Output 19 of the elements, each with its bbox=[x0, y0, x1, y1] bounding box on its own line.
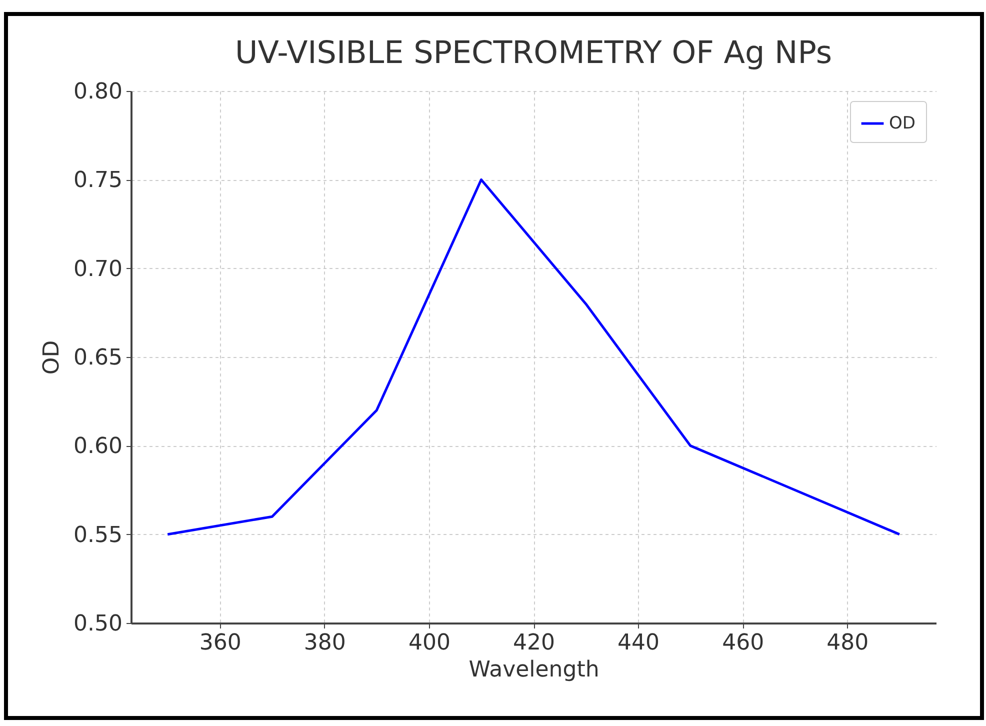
legend-label: OD bbox=[889, 114, 916, 134]
y-tick-label: 0.60 bbox=[74, 434, 122, 460]
x-tick-label: 400 bbox=[408, 630, 450, 656]
y-tick-label: 0.75 bbox=[74, 168, 122, 194]
x-tick-label: 420 bbox=[513, 630, 555, 656]
x-tick-label: 480 bbox=[826, 630, 869, 656]
chart-title: UV-VISIBLE SPECTROMETRY OF Ag NPs bbox=[234, 35, 832, 71]
y-tick-label: 0.70 bbox=[74, 256, 122, 282]
y-tick-label: 0.65 bbox=[74, 346, 122, 370]
x-tick-label: 380 bbox=[304, 630, 346, 656]
x-tick-label: 460 bbox=[722, 630, 764, 656]
x-tick-label: 360 bbox=[199, 630, 242, 656]
y-tick-label: 0.50 bbox=[74, 612, 122, 636]
x-tick-label: 440 bbox=[618, 630, 660, 656]
line-series bbox=[166, 178, 901, 536]
y-tick-label: 0.80 bbox=[74, 80, 122, 104]
y-tick-label: 0.55 bbox=[74, 522, 122, 548]
x-axis-title: Wavelength bbox=[468, 658, 600, 682]
y-axis-title: OD bbox=[40, 340, 65, 375]
